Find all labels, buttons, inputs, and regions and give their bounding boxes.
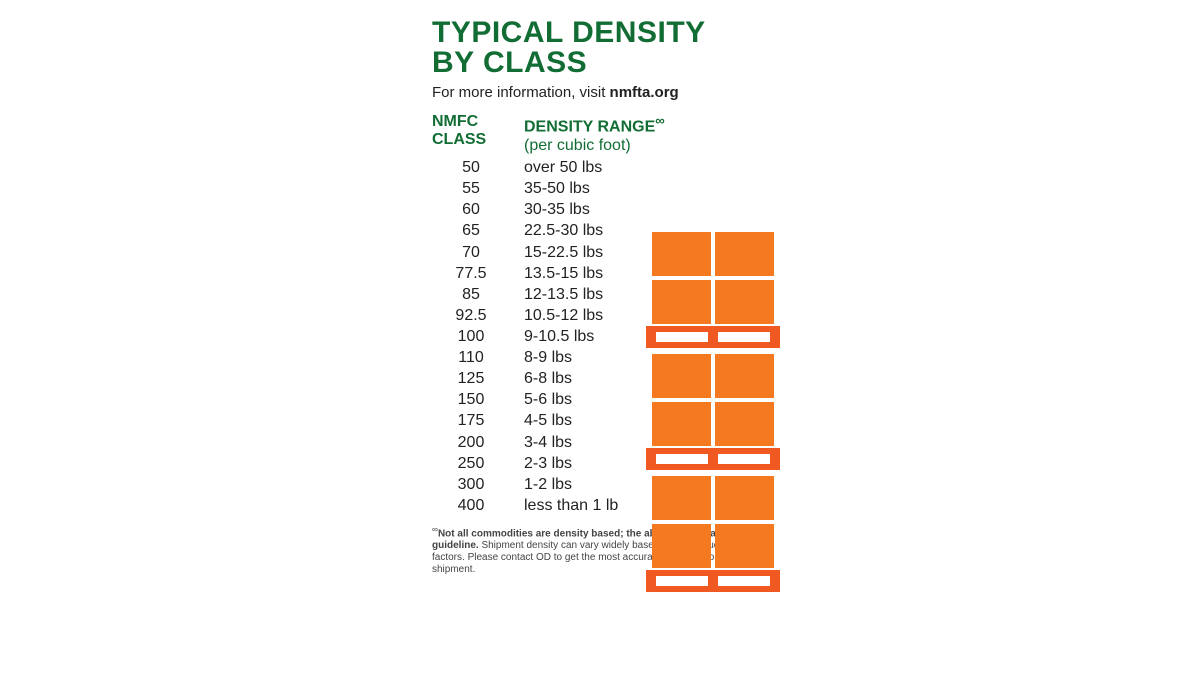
cell-density-range: 35-50 lbs — [510, 178, 590, 199]
cell-density-range: 5-6 lbs — [510, 389, 572, 410]
header-density-range: DENSITY RANGE∞ (per cubic foot) — [524, 113, 862, 155]
table-row: 92.510.5-12 lbs — [432, 305, 862, 326]
cell-nmfc-class: 77.5 — [432, 263, 510, 284]
cell-nmfc-class: 175 — [432, 410, 510, 431]
box-icon — [652, 280, 711, 324]
table-row: 77.513.5-15 lbs — [432, 263, 862, 284]
table-row: 6030-35 lbs — [432, 199, 862, 220]
content-block: TYPICAL DENSITY BY CLASS For more inform… — [432, 18, 862, 576]
title-line2: BY CLASS — [432, 48, 862, 78]
cell-density-range: 3-4 lbs — [510, 432, 572, 453]
table-row: 7015-22.5 lbs — [432, 242, 862, 263]
table-headers: NMFC CLASS DENSITY RANGE∞ (per cubic foo… — [432, 113, 862, 155]
subtitle-link: nmfta.org — [610, 84, 679, 101]
cell-nmfc-class: 50 — [432, 157, 510, 178]
cell-nmfc-class: 60 — [432, 199, 510, 220]
header-density-line1: DENSITY RANGE∞ — [524, 113, 862, 137]
header-density-text: DENSITY RANGE — [524, 118, 655, 135]
pallet-stack — [652, 232, 774, 348]
cell-nmfc-class: 100 — [432, 326, 510, 347]
cell-nmfc-class: 55 — [432, 178, 510, 199]
table-row: 8512-13.5 lbs — [432, 284, 862, 305]
pallet-boxes — [652, 232, 774, 324]
cell-density-range: less than 1 lb — [510, 495, 618, 516]
table-row: 5535-50 lbs — [432, 178, 862, 199]
cell-nmfc-class: 200 — [432, 432, 510, 453]
pallet-icon — [652, 448, 774, 470]
box-icon — [652, 476, 711, 520]
table-row: 3001-2 lbs — [432, 474, 862, 495]
cell-density-range: 12-13.5 lbs — [510, 284, 603, 305]
box-icon — [715, 232, 774, 276]
cell-nmfc-class: 150 — [432, 389, 510, 410]
table-row: 1754-5 lbs — [432, 410, 862, 431]
cell-density-range: 2-3 lbs — [510, 453, 572, 474]
subtitle: For more information, visit nmfta.org — [432, 84, 862, 101]
cell-density-range: 15-22.5 lbs — [510, 242, 603, 263]
box-icon — [652, 524, 711, 568]
pallet-icon — [652, 570, 774, 592]
cell-density-range: 8-9 lbs — [510, 347, 572, 368]
table-row: 1256-8 lbs — [432, 368, 862, 389]
table-row: 6522.5-30 lbs — [432, 220, 862, 241]
box-icon — [652, 402, 711, 446]
cell-density-range: 10.5-12 lbs — [510, 305, 603, 326]
cell-nmfc-class: 110 — [432, 347, 510, 368]
pallet-stack — [652, 476, 774, 592]
pallet-illustration — [648, 232, 778, 586]
cell-density-range: 9-10.5 lbs — [510, 326, 594, 347]
pallet-stack — [652, 354, 774, 470]
header-nmfc: NMFC — [432, 113, 524, 131]
box-icon — [715, 402, 774, 446]
box-icon — [652, 354, 711, 398]
cell-density-range: 22.5-30 lbs — [510, 220, 603, 241]
box-icon — [652, 232, 711, 276]
box-icon — [715, 476, 774, 520]
cell-nmfc-class: 65 — [432, 220, 510, 241]
table-row: 50over 50 lbs — [432, 157, 862, 178]
cell-density-range: 1-2 lbs — [510, 474, 572, 495]
header-density-sup: ∞ — [655, 113, 665, 128]
title-line1: TYPICAL DENSITY — [432, 18, 862, 48]
table-row: 1505-6 lbs — [432, 389, 862, 410]
cell-nmfc-class: 85 — [432, 284, 510, 305]
cell-nmfc-class: 70 — [432, 242, 510, 263]
header-per-cubic-foot: (per cubic foot) — [524, 137, 862, 155]
pallet-icon — [652, 326, 774, 348]
cell-nmfc-class: 300 — [432, 474, 510, 495]
cell-nmfc-class: 92.5 — [432, 305, 510, 326]
box-icon — [715, 524, 774, 568]
title: TYPICAL DENSITY BY CLASS — [432, 18, 862, 78]
pallet-boxes — [652, 354, 774, 446]
subtitle-prefix: For more information, visit — [432, 84, 610, 101]
table-row: 1108-9 lbs — [432, 347, 862, 368]
box-icon — [715, 354, 774, 398]
header-nmfc-class: NMFC CLASS — [432, 113, 524, 155]
cell-density-range: 6-8 lbs — [510, 368, 572, 389]
box-icon — [715, 280, 774, 324]
cell-density-range: 13.5-15 lbs — [510, 263, 603, 284]
cell-nmfc-class: 250 — [432, 453, 510, 474]
table-row: 400less than 1 lb — [432, 495, 862, 516]
cell-density-range: over 50 lbs — [510, 157, 602, 178]
cell-nmfc-class: 125 — [432, 368, 510, 389]
cell-density-range: 4-5 lbs — [510, 410, 572, 431]
page: TYPICAL DENSITY BY CLASS For more inform… — [0, 0, 1200, 675]
cell-density-range: 30-35 lbs — [510, 199, 590, 220]
cell-nmfc-class: 400 — [432, 495, 510, 516]
pallet-boxes — [652, 476, 774, 568]
header-class: CLASS — [432, 131, 524, 149]
